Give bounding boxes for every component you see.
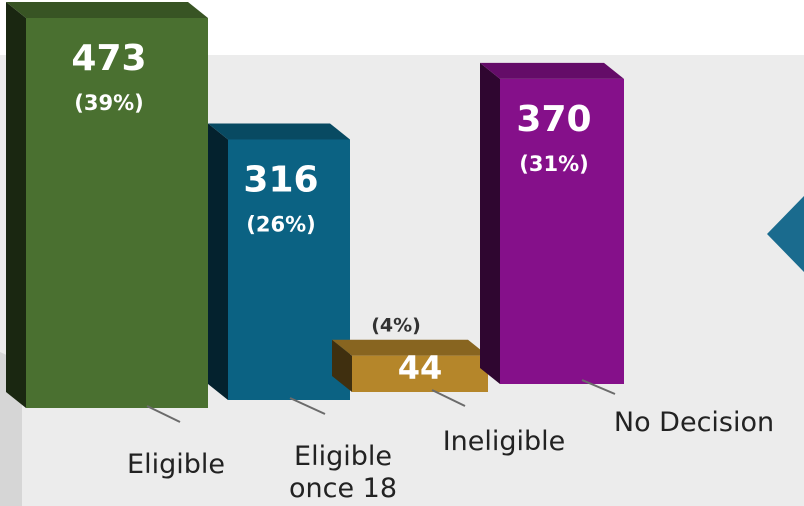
bar-front-face <box>228 139 350 400</box>
bar-front-face <box>352 355 488 392</box>
bar-value-label: 44 <box>398 349 443 387</box>
category-label: Ineligible <box>443 426 566 457</box>
bar-ineligible <box>332 339 488 392</box>
leader-line <box>431 389 466 407</box>
bar-percent-label: (4%) <box>371 315 421 337</box>
category-label-line: once 18 <box>289 473 397 504</box>
bar-value-label: 473 <box>71 38 146 79</box>
category-label: No Decision <box>614 407 774 438</box>
category-label-line: Eligible <box>127 449 225 480</box>
bar-value-label: 370 <box>516 99 591 140</box>
bar-percent-label: (39%) <box>74 91 143 115</box>
bar-top-face <box>208 123 350 140</box>
bar-side-face <box>332 339 352 392</box>
bar-percent-label: (31%) <box>519 152 588 176</box>
bar-eligible-once-18 <box>208 123 350 400</box>
bar-side-face <box>208 123 228 400</box>
leader-line <box>146 405 181 423</box>
bar-eligible <box>6 2 208 408</box>
category-label-line: Eligible <box>294 441 392 472</box>
leader-line <box>581 379 616 395</box>
bar-value-label: 316 <box>243 159 318 200</box>
bar-percent-label: (26%) <box>246 212 315 236</box>
bar-side-face <box>6 2 26 408</box>
leader-line <box>289 397 326 415</box>
category-label-line: Ineligible <box>443 426 566 457</box>
category-label: Eligible once 18 <box>289 441 397 504</box>
bar-top-face <box>480 62 624 79</box>
bar-no-decision <box>480 62 624 385</box>
bar-top-face <box>6 2 208 18</box>
bar-front-face <box>26 18 208 408</box>
category-label-line: No Decision <box>614 407 774 438</box>
category-label: Eligible <box>127 449 225 480</box>
bar-side-face <box>480 62 500 385</box>
bar-front-face <box>500 78 624 385</box>
bar-top-face <box>332 339 488 356</box>
arrow-indicator-icon <box>767 196 804 272</box>
